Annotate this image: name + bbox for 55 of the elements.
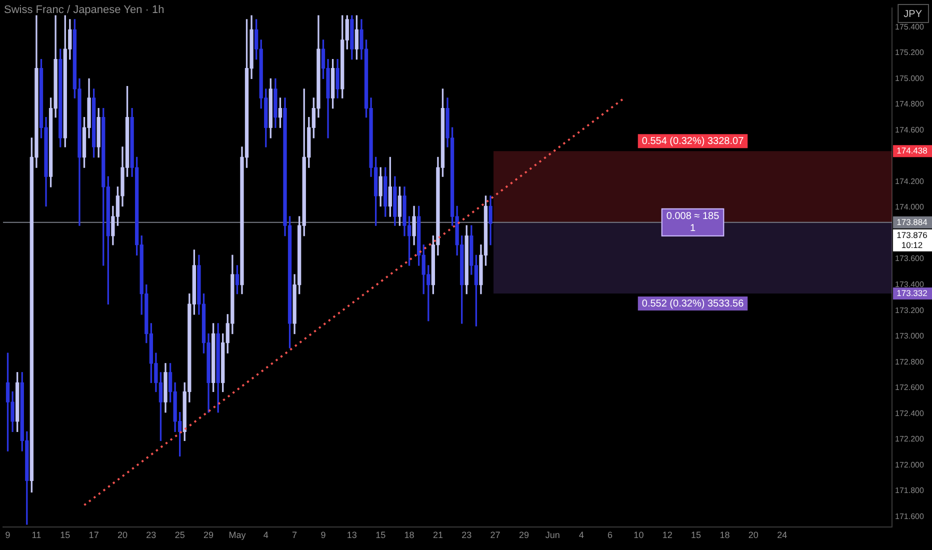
annotation: 173.876 10:12 bbox=[896, 230, 928, 250]
x-tick-label: 18 bbox=[404, 530, 414, 540]
y-tick-label: 172.200 bbox=[895, 434, 924, 444]
x-tick-label: 4 bbox=[578, 530, 584, 540]
x-tick-label: 24 bbox=[777, 530, 788, 540]
x-tick-label: 4 bbox=[263, 530, 268, 540]
x-tick-label: 10 bbox=[634, 530, 644, 540]
x-tick-label: 29 bbox=[518, 530, 529, 540]
y-tick-label: 172.400 bbox=[895, 408, 924, 418]
x-tick-label: 6 bbox=[608, 530, 613, 540]
band-label: 0.554 (0.32%) 3328.07 bbox=[642, 136, 744, 147]
x-tick-label: 15 bbox=[376, 530, 386, 540]
y-tick-label: 175.400 bbox=[895, 22, 924, 32]
y-tick-label: 173.600 bbox=[895, 254, 924, 264]
x-tick-label: 13 bbox=[346, 530, 357, 540]
annotation: 174.438 bbox=[896, 145, 928, 156]
x-tick-label: Jun bbox=[545, 530, 560, 540]
y-tick-label: 172.800 bbox=[895, 357, 924, 366]
x-tick-label: 12 bbox=[662, 530, 672, 540]
x-tick-label: 21 bbox=[432, 530, 443, 540]
y-tick-label: 173.200 bbox=[895, 306, 924, 315]
x-tick-label: 15 bbox=[691, 530, 702, 540]
x-tick-label: 9 bbox=[5, 530, 10, 540]
annotation: 173.332 bbox=[896, 288, 928, 298]
y-tick-label: 175.000 bbox=[895, 74, 924, 83]
x-tick-label: 7 bbox=[292, 530, 298, 540]
y-tick-label: 171.600 bbox=[895, 512, 924, 521]
ref-line-label: 173.884 bbox=[896, 216, 928, 227]
y-tick-label: 174.800 bbox=[895, 100, 924, 109]
y-tick-label: 171.800 bbox=[895, 486, 924, 496]
x-tick-label: 17 bbox=[88, 530, 99, 540]
x-tick-label: 20 bbox=[748, 530, 758, 540]
x-tick-label: 15 bbox=[60, 530, 70, 540]
x-tick-label: 11 bbox=[32, 530, 42, 540]
x-tick-label: May bbox=[228, 530, 246, 540]
chart-title: Swiss Franc / Japanese Yen · 1h bbox=[4, 4, 164, 16]
y-tick-label: 172.600 bbox=[895, 383, 924, 392]
x-tick-label: 9 bbox=[320, 530, 326, 540]
text: JPY bbox=[904, 8, 922, 20]
y-tick-label: 174.000 bbox=[895, 202, 924, 212]
y-tick-label: 173.400 bbox=[895, 280, 924, 289]
annotation: 0.008 ≈ 185 1 bbox=[666, 211, 720, 234]
y-tick-label: 174.200 bbox=[895, 176, 924, 186]
x-tick-label: 25 bbox=[174, 530, 185, 540]
x-tick-label: 23 bbox=[462, 530, 472, 540]
x-tick-label: 20 bbox=[117, 530, 128, 540]
y-tick-label: 173.000 bbox=[895, 332, 924, 341]
y-tick-label: 172.000 bbox=[895, 460, 924, 470]
y-tick-label: 174.600 bbox=[895, 125, 924, 134]
y-tick-label: 175.200 bbox=[895, 48, 924, 58]
x-tick-label: 27 bbox=[490, 530, 500, 540]
x-tick-label: 18 bbox=[720, 530, 730, 540]
x-tick-label: 29 bbox=[204, 530, 214, 540]
band-label: 0.552 (0.32%) 3533.56 bbox=[642, 298, 744, 310]
x-tick-label: 23 bbox=[146, 530, 156, 540]
